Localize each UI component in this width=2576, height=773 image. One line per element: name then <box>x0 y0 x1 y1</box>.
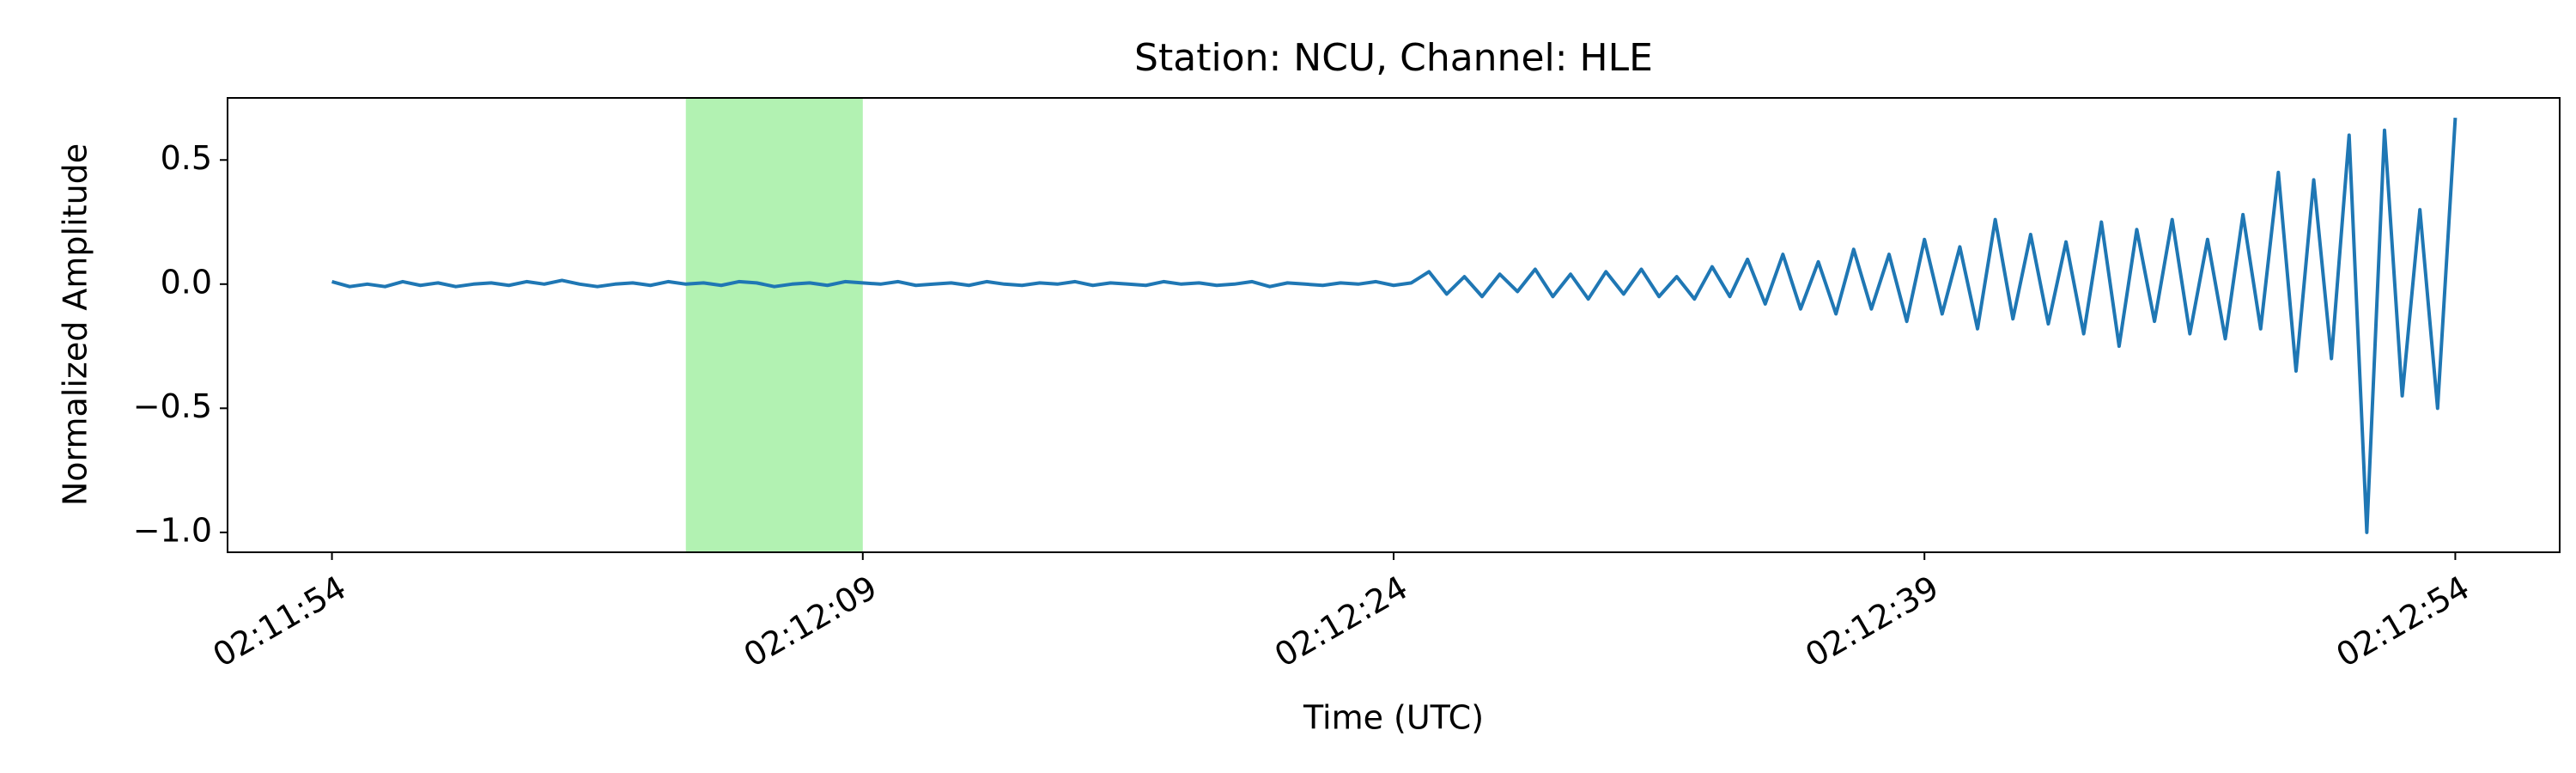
x-tick-label: 02:12:24 <box>1268 569 1414 674</box>
highlight-span <box>685 98 863 552</box>
y-tick-label: −0.5 <box>133 387 212 425</box>
y-axis-label: Normalized Amplitude <box>57 143 94 506</box>
chart-title: Station: NCU, Channel: HLE <box>1134 36 1653 80</box>
y-tick-label: 0.5 <box>161 139 212 177</box>
x-tick-label: 02:12:39 <box>1799 569 1945 674</box>
y-tick-label: 0.0 <box>161 263 212 301</box>
x-tick-label: 02:12:54 <box>2330 569 2476 674</box>
y-tick-label: −1.0 <box>133 511 212 549</box>
x-axis-label: Time (UTC) <box>1303 699 1484 737</box>
x-tick-label: 02:12:09 <box>738 569 884 674</box>
x-tick-label: 02:11:54 <box>207 569 353 674</box>
waveform-line <box>331 118 2458 534</box>
plot-frame <box>227 97 2561 553</box>
